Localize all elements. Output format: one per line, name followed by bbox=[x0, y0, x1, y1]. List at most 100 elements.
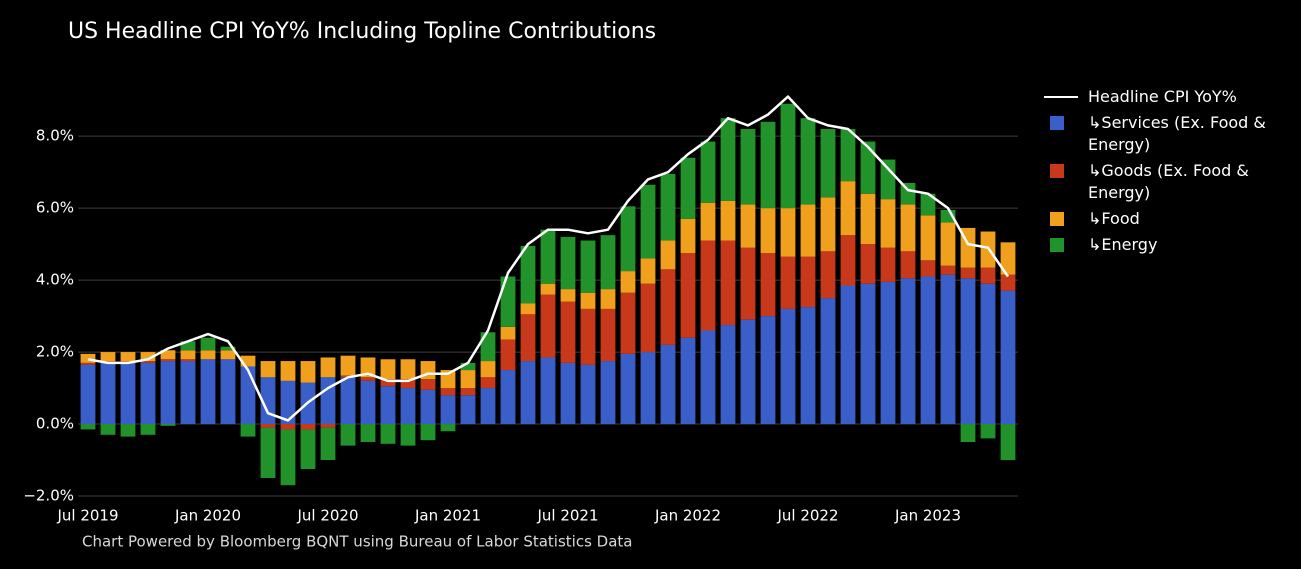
bar-segment bbox=[220, 346, 236, 351]
bar-segment bbox=[500, 370, 516, 425]
bar-segment bbox=[340, 355, 356, 376]
bar-segment bbox=[160, 359, 176, 362]
bar-segment bbox=[860, 244, 876, 284]
bar-segment bbox=[760, 208, 776, 254]
bar-segment bbox=[640, 184, 656, 259]
bar-segment bbox=[80, 424, 96, 430]
bar-segment bbox=[320, 357, 336, 378]
bar-segment bbox=[940, 274, 956, 425]
bar-segment bbox=[880, 247, 896, 282]
bar-segment bbox=[840, 181, 856, 236]
bar-segment bbox=[140, 352, 156, 362]
bar-segment bbox=[720, 325, 736, 425]
bar-segment bbox=[120, 352, 136, 362]
y-tick-label: 0.0% bbox=[36, 415, 74, 433]
bar-segment bbox=[380, 424, 396, 444]
bar-segment bbox=[240, 355, 256, 367]
bar-segment bbox=[940, 222, 956, 266]
bar-segment bbox=[200, 359, 216, 425]
legend-label: Headline CPI YoY% bbox=[1088, 87, 1237, 106]
bar-segment bbox=[460, 370, 476, 389]
bar-segment bbox=[300, 361, 316, 383]
bar-segment bbox=[280, 424, 296, 430]
bar-segment bbox=[120, 362, 136, 425]
bar-segment bbox=[960, 424, 976, 443]
bar-segment bbox=[760, 316, 776, 425]
legend-swatch bbox=[1050, 238, 1064, 252]
bar-segment bbox=[800, 256, 816, 308]
bar-segment bbox=[400, 359, 416, 380]
bar-segment bbox=[900, 278, 916, 425]
bar-segment bbox=[600, 308, 616, 362]
bar-segment bbox=[700, 141, 716, 203]
legend: Headline CPI YoY% ↳Services (Ex. Food & E… bbox=[1040, 86, 1290, 260]
bar-segment bbox=[960, 278, 976, 425]
bar-segment bbox=[520, 303, 536, 315]
bar-segment bbox=[280, 361, 296, 381]
bar-segment bbox=[260, 427, 276, 479]
x-tick-label: Jan 2022 bbox=[654, 507, 721, 525]
bar-segment bbox=[540, 357, 556, 425]
bar-segment bbox=[860, 283, 876, 425]
bar-segment bbox=[480, 332, 496, 362]
legend-label: ↳Services (Ex. Food & Energy) bbox=[1088, 113, 1266, 154]
bar-segment bbox=[680, 157, 696, 219]
chart-title: US Headline CPI YoY% Including Topline C… bbox=[68, 19, 656, 44]
bar-segment bbox=[840, 128, 856, 182]
bar-segment bbox=[580, 308, 596, 365]
bar-segment bbox=[1000, 290, 1016, 425]
bar-segment bbox=[560, 289, 576, 302]
bar-segment bbox=[780, 103, 796, 209]
bar-segment bbox=[200, 350, 216, 360]
bar-segment bbox=[480, 388, 496, 425]
bar-segment bbox=[300, 429, 316, 470]
bar-segment bbox=[1000, 424, 1016, 461]
legend-swatch bbox=[1050, 212, 1064, 226]
bar-segment bbox=[1000, 274, 1016, 291]
line bbox=[87, 95, 1010, 422]
bar-segment bbox=[500, 276, 516, 327]
bar-segment bbox=[520, 314, 536, 362]
y-tick-label: 6.0% bbox=[36, 199, 74, 217]
bar-segment bbox=[740, 247, 756, 320]
bar-segment bbox=[200, 337, 216, 351]
bar-segment bbox=[460, 362, 476, 371]
bar-segment bbox=[580, 292, 596, 309]
bar-segment bbox=[240, 424, 256, 437]
bar-segment bbox=[660, 269, 676, 345]
bar-segment bbox=[820, 197, 836, 252]
bar-segment bbox=[740, 128, 756, 205]
chart-footer: Chart Powered by Bloomberg BQNT using Bu… bbox=[82, 533, 633, 551]
legend-entry: ↳Food bbox=[1040, 208, 1290, 230]
bar-segment bbox=[360, 357, 376, 378]
bar-segment bbox=[360, 424, 376, 443]
bar-segment bbox=[160, 350, 176, 360]
bar-segment bbox=[180, 341, 196, 351]
bar-segment bbox=[600, 289, 616, 309]
bar-segment bbox=[620, 206, 636, 272]
bar-segment bbox=[80, 362, 96, 365]
bar-segment bbox=[140, 424, 156, 435]
bar-segment bbox=[820, 128, 836, 198]
bar-segment bbox=[760, 253, 776, 317]
bar-segment bbox=[700, 202, 716, 241]
bar-segment bbox=[140, 361, 156, 363]
x-tick-label: Jul 2020 bbox=[296, 507, 358, 525]
bar-segment bbox=[180, 359, 196, 362]
bar-segment bbox=[240, 366, 256, 425]
x-tick-label: Jul 2022 bbox=[776, 507, 838, 525]
bar-segment bbox=[440, 395, 456, 425]
bar-segment bbox=[600, 235, 616, 290]
bar-segment bbox=[480, 361, 496, 378]
bar-segment bbox=[160, 361, 176, 425]
bar-segment bbox=[80, 364, 96, 425]
bar-segment bbox=[500, 326, 516, 340]
bar-segment bbox=[440, 424, 456, 432]
bar-segment bbox=[780, 256, 796, 309]
bar-segment bbox=[260, 377, 276, 425]
bar-segment bbox=[860, 193, 876, 245]
bar-segment bbox=[980, 424, 996, 439]
bar-segment bbox=[320, 377, 336, 425]
